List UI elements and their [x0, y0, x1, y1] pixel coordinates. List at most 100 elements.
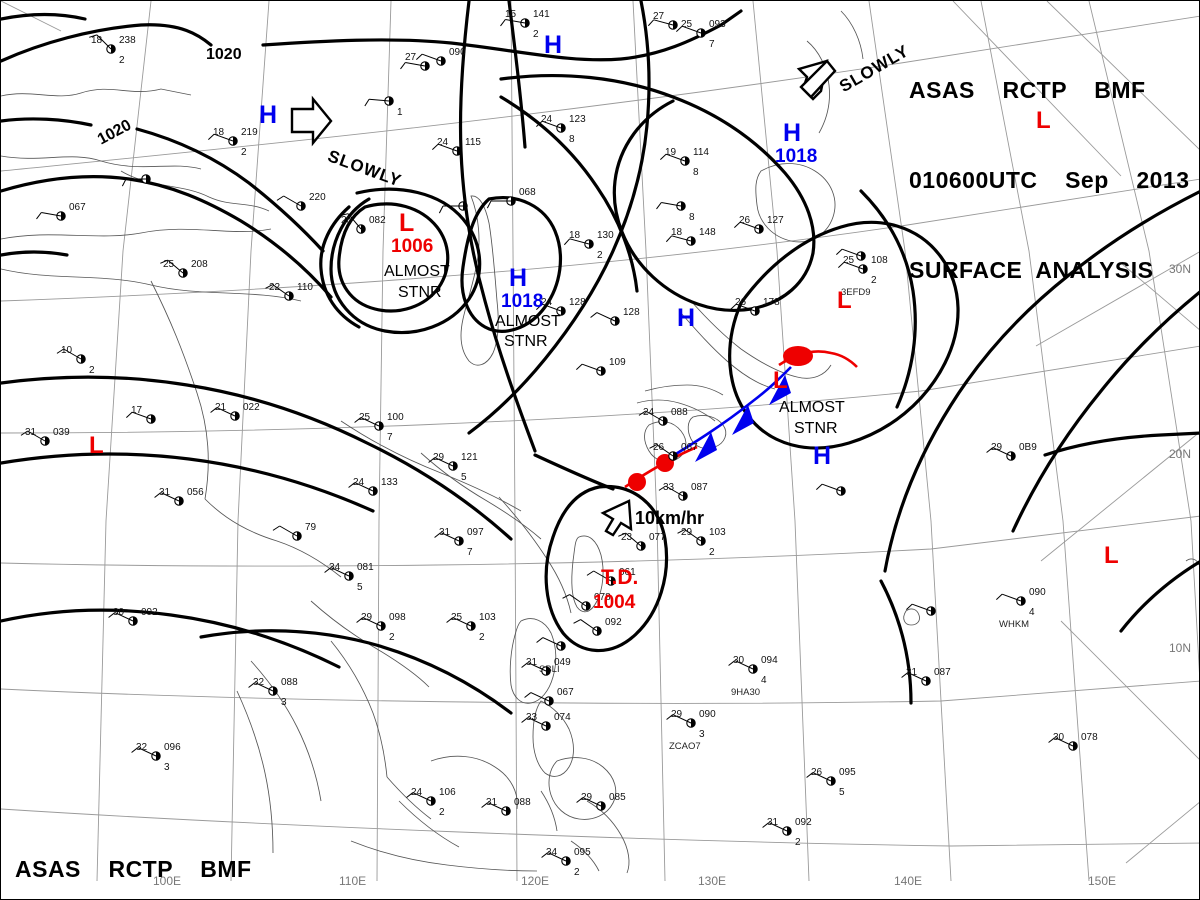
- station-dewpoint: 2: [439, 807, 445, 818]
- station-plot: 25 208: [160, 259, 208, 278]
- station-pressure: 077: [649, 532, 666, 543]
- station-plot: 18 130 2: [563, 230, 614, 261]
- motion-arrows: [290, 59, 837, 537]
- station-pressure: 078: [594, 592, 611, 603]
- station-temperature: 33: [526, 712, 538, 723]
- station-temperature: 27: [653, 11, 665, 22]
- station-pressure: 100: [387, 412, 404, 423]
- station-pressure: 238: [119, 35, 136, 46]
- station-temperature: 29: [581, 792, 593, 803]
- station-temperature: 29: [361, 612, 373, 623]
- station-plot: 17: [126, 405, 156, 424]
- pressure-system-h-letter[interactable]: H: [677, 304, 696, 332]
- station-temperature: 29: [991, 442, 1003, 453]
- motion-stationary-label: STNR: [504, 333, 548, 350]
- low-marker-icon[interactable]: L: [773, 367, 788, 394]
- station-plot: 32 088 3: [248, 677, 298, 708]
- station-dewpoint: 2: [89, 365, 95, 376]
- station-dewpoint: 2: [574, 867, 580, 878]
- station-dewpoint: 4: [1029, 607, 1035, 618]
- station-temperature: 34: [546, 847, 558, 858]
- pressure-system-h-letter[interactable]: H: [509, 264, 528, 292]
- station-pressure: 103: [479, 612, 496, 623]
- station-temperature: 31: [159, 487, 171, 498]
- station-pressure: 095: [839, 767, 856, 778]
- motion-stationary-label: STNR: [794, 420, 838, 437]
- pressure-system-h-letter[interactable]: H: [544, 31, 563, 59]
- station-plot: 109: [576, 357, 626, 376]
- station-plot: 31 087: [901, 667, 951, 686]
- pressure-system-value: 1018: [501, 291, 544, 312]
- low-marker-icon[interactable]: L: [1036, 107, 1051, 134]
- motion-arrow-h-left: [290, 95, 333, 147]
- station-pressure: 219: [241, 127, 258, 138]
- latitude-label: 20N: [1169, 447, 1192, 461]
- station-plot: 31 049: [521, 657, 571, 676]
- pressure-system-h-letter[interactable]: H: [783, 119, 802, 147]
- pressure-system-l-letter[interactable]: L: [399, 209, 415, 237]
- station-temperature: 24: [541, 297, 553, 308]
- isobars: [1, 1, 1199, 715]
- longitude-label: 120E: [521, 874, 550, 888]
- pressure-system-h-letter[interactable]: H: [259, 101, 278, 129]
- motion-stationary-label: ALMOST: [384, 263, 450, 280]
- station-dewpoint: 4: [761, 675, 767, 686]
- station-plot: 30 078: [1048, 732, 1098, 751]
- station-plot: 29 098 2: [356, 612, 406, 643]
- low-marker-icon[interactable]: L: [837, 287, 852, 314]
- station-plot: 19 114 8: [660, 147, 709, 178]
- station-plot: 27: [647, 11, 678, 30]
- station-pressure: 141: [533, 9, 550, 20]
- station-id: 9HA30: [731, 687, 760, 698]
- station-temperature: 24: [643, 407, 655, 418]
- station-temperature: 24: [541, 114, 553, 125]
- pressure-system-h-letter[interactable]: H: [813, 442, 832, 470]
- station-temperature: 25: [681, 19, 693, 30]
- station-pressure: 108: [871, 255, 888, 266]
- coastlines: [1, 10, 1199, 874]
- station-dewpoint: 5: [357, 582, 363, 593]
- station-plot: 79: [272, 522, 317, 541]
- station-temperature: 29: [671, 709, 683, 720]
- station-pressure: 79: [305, 522, 317, 533]
- station-pressure: 128: [623, 307, 640, 318]
- header-line2: 010600UTC Sep 2013: [909, 167, 1190, 193]
- station-temperature: 31: [25, 427, 37, 438]
- station-plot: [816, 483, 846, 496]
- station-pressure: 092: [605, 617, 622, 628]
- station-temperature: 26: [653, 442, 665, 453]
- station-plot: 092: [573, 617, 622, 636]
- station-dewpoint: 2: [533, 29, 539, 40]
- station-dewpoint: 7: [387, 432, 393, 443]
- low-marker-icon[interactable]: L: [89, 432, 104, 459]
- station-plot: 220: [276, 192, 326, 211]
- station-dewpoint: 7: [467, 547, 473, 558]
- station-dewpoint: 3: [699, 729, 705, 740]
- longitude-label: 150E: [1088, 874, 1117, 888]
- station-pressure: 097: [467, 527, 484, 538]
- station-pressure: 067: [681, 442, 698, 453]
- station-plot: 26 095 5: [806, 767, 856, 798]
- station-pressure: 068: [519, 187, 536, 198]
- station-id: 3EFD9: [841, 287, 871, 298]
- station-pressure: 106: [439, 787, 456, 798]
- pressure-system-td-letter[interactable]: T.D.: [601, 566, 639, 589]
- station-plot: 27: [400, 52, 430, 71]
- station-dewpoint: 1: [397, 107, 403, 118]
- station-plot: 29 085: [576, 792, 626, 811]
- station-pressure: 109: [609, 357, 626, 368]
- station-plot: 31 097 7: [434, 527, 484, 558]
- station-temperature: 32: [136, 742, 148, 753]
- station-pressure: 123: [569, 114, 586, 125]
- low-marker-icon[interactable]: L: [1104, 542, 1119, 569]
- station-plot: 25 093 7: [676, 19, 726, 50]
- station-pressure: 067: [557, 687, 574, 698]
- station-plot: 1: [364, 96, 403, 118]
- station-pressure: 220: [309, 192, 326, 203]
- station-dewpoint: 5: [461, 472, 467, 483]
- longitude-label: 130E: [698, 874, 727, 888]
- station-pressure: 088: [281, 677, 298, 688]
